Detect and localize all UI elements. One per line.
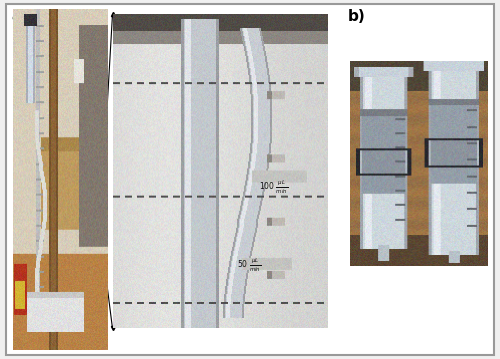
Text: 50 $\frac{\mu L}{min}$: 50 $\frac{\mu L}{min}$ (237, 257, 262, 274)
Text: a): a) (11, 9, 28, 24)
FancyBboxPatch shape (6, 4, 494, 355)
Text: b): b) (348, 9, 365, 24)
Text: 100 $\frac{\mu L}{min}$: 100 $\frac{\mu L}{min}$ (258, 178, 288, 196)
